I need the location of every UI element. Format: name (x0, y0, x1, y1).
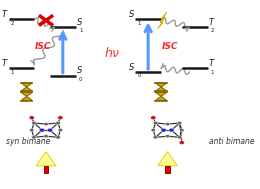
Circle shape (180, 129, 184, 132)
Circle shape (56, 136, 60, 139)
Text: 0: 0 (137, 74, 141, 78)
Circle shape (47, 128, 53, 132)
Polygon shape (155, 92, 167, 96)
Circle shape (151, 116, 156, 120)
Circle shape (58, 129, 63, 132)
Text: 0: 0 (79, 77, 82, 82)
Circle shape (153, 136, 158, 139)
Circle shape (161, 128, 166, 132)
Circle shape (151, 129, 155, 132)
Text: ISC: ISC (35, 42, 52, 51)
Text: T: T (2, 59, 7, 68)
Text: 2: 2 (211, 29, 214, 33)
Bar (44, 166, 48, 173)
Text: S: S (77, 66, 82, 75)
Polygon shape (21, 92, 32, 96)
Circle shape (177, 136, 182, 139)
Text: ISC: ISC (162, 42, 178, 51)
Circle shape (44, 122, 48, 126)
Polygon shape (21, 83, 32, 87)
Text: S: S (128, 63, 134, 72)
Polygon shape (155, 96, 167, 101)
Bar (165, 166, 170, 173)
Circle shape (56, 121, 60, 125)
Circle shape (179, 141, 184, 145)
Circle shape (165, 135, 170, 138)
Text: 1: 1 (79, 29, 82, 33)
Text: 1: 1 (11, 70, 14, 75)
Polygon shape (21, 87, 32, 91)
Circle shape (165, 122, 170, 126)
Circle shape (58, 116, 63, 120)
Text: T: T (209, 18, 214, 27)
Polygon shape (155, 83, 167, 87)
Polygon shape (158, 152, 177, 166)
Polygon shape (155, 87, 167, 91)
Circle shape (153, 121, 158, 125)
Circle shape (177, 121, 182, 125)
Circle shape (169, 128, 174, 132)
Text: $h\nu$: $h\nu$ (104, 46, 120, 60)
Text: syn bimane: syn bimane (6, 137, 50, 146)
Circle shape (32, 121, 36, 125)
Text: 1: 1 (211, 70, 214, 75)
Text: 1: 1 (137, 21, 141, 26)
Circle shape (29, 129, 34, 132)
Polygon shape (158, 12, 167, 29)
Circle shape (32, 136, 36, 139)
Text: S: S (77, 18, 82, 27)
Circle shape (29, 116, 34, 120)
Text: anti bimane: anti bimane (209, 137, 254, 146)
Text: 2: 2 (11, 21, 14, 26)
Polygon shape (21, 96, 32, 101)
Text: T: T (2, 10, 7, 19)
Text: T: T (209, 59, 214, 68)
Text: S: S (128, 10, 134, 19)
Circle shape (44, 135, 48, 138)
Polygon shape (36, 152, 56, 166)
Circle shape (40, 128, 45, 132)
